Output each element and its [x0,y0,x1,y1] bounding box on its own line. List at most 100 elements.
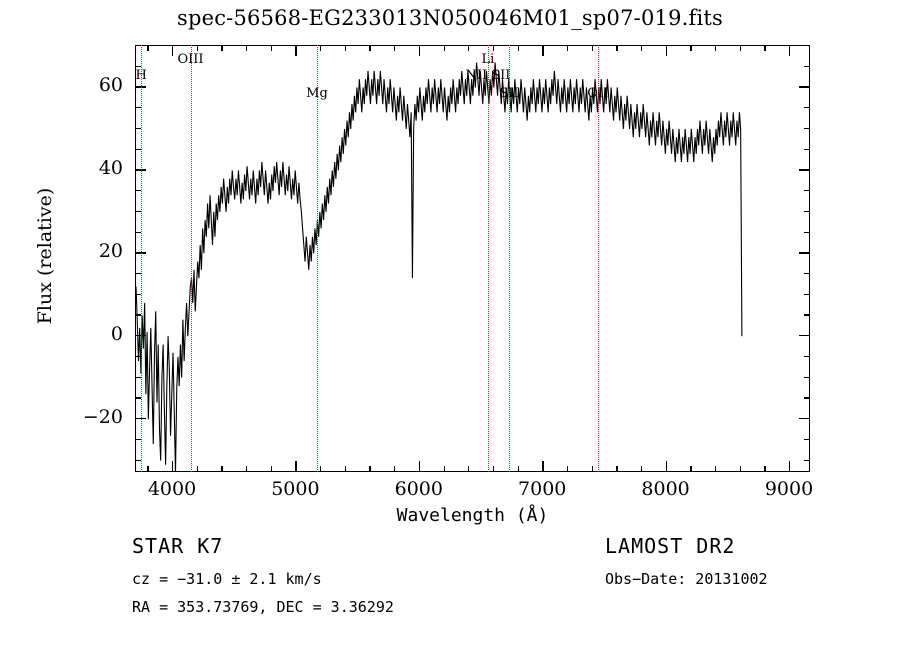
y-tick [135,314,141,316]
x-axis-title: Wavelength (Å) [396,505,549,526]
x-tick [566,466,569,472]
spectral-line-marker [190,45,193,472]
x-tick-label: 4000 [147,478,197,500]
x-tick [172,45,174,56]
redshift-velocity: cz = −31.0 ± 2.1 km/s [132,570,322,588]
x-tick [739,466,741,472]
spectral-line-marker [317,45,319,472]
footer-left: STAR K7 cz = −31.0 ± 2.1 km/s RA = 353.7… [132,534,394,626]
y-tick [804,127,810,130]
y-tick [135,65,141,68]
spectral-line-label: NII SII [465,68,511,83]
x-tick [221,45,223,51]
spectral-line-label: Li [481,52,495,67]
y-tick [804,397,810,399]
y-tick [804,231,810,233]
x-tick [616,466,618,472]
object-type: STAR K7 [132,534,224,558]
survey-name: LAMOST DR2 [605,534,736,558]
y-axis-title: Flux (relative) [34,187,56,325]
y-tick [799,86,810,88]
x-tick [443,45,445,51]
y-tick [804,190,810,192]
x-tick [517,466,519,472]
x-tick [764,45,766,51]
y-tick [804,459,810,461]
x-tick-label: 7000 [518,478,567,500]
y-tick [804,273,810,275]
y-tick [804,314,810,316]
y-tick [135,252,146,254]
y-tick [804,293,810,296]
x-tick [640,45,643,51]
y-tick [135,355,141,358]
coordinates: RA = 353.73769, DEC = 3.36292 [132,598,394,616]
x-tick-label: 5000 [271,478,320,500]
y-tick [135,273,141,275]
x-tick [640,466,643,472]
x-tick [295,45,297,56]
x-tick [246,45,248,51]
x-tick [344,466,347,472]
page-title: spec-56568-EG233013N050046M01_sp07-019.f… [176,6,724,30]
x-tick [369,45,371,51]
x-tick [147,466,149,472]
x-tick [221,466,223,472]
observation-date: Obs−Date: 20131002 [605,570,768,588]
x-tick [320,45,322,51]
plot-frame [135,45,810,472]
y-tick [135,127,141,130]
x-tick [394,466,396,472]
x-tick [542,45,544,56]
x-tick [591,45,593,51]
x-tick [542,461,544,472]
spectral-line-marker [487,45,490,472]
x-tick [418,45,421,56]
y-tick [135,335,146,337]
x-tick [270,45,273,51]
x-tick [616,45,618,51]
spectral-line-label: Mg [306,86,328,101]
x-tick [764,466,766,472]
y-tick [804,45,810,47]
y-tick [135,397,141,399]
x-tick-label: 8000 [641,478,690,500]
y-tick [804,210,810,213]
spectral-line-label: H [135,68,147,83]
x-tick [443,466,445,472]
x-tick [714,45,717,51]
y-tick [135,107,141,109]
x-tick [320,466,322,472]
x-tick [517,45,519,51]
y-tick-label: 20 [98,240,123,263]
y-tick [799,169,810,171]
spectral-line-label: OIII [177,52,204,67]
x-tick [492,45,495,51]
x-tick [147,45,149,51]
y-tick [135,190,141,192]
x-tick [789,461,791,472]
y-tick [135,376,141,378]
x-tick [789,45,791,56]
x-tick [665,45,667,56]
x-tick [739,45,741,51]
y-tick [804,148,810,150]
spectral-line-marker [141,45,143,472]
y-tick [804,355,810,358]
y-tick [135,169,146,171]
y-tick-label: −20 [82,406,123,429]
x-tick [196,466,198,472]
spectrum-line [136,62,743,471]
spectral-line-marker [508,45,511,472]
x-tick [295,461,297,472]
y-tick [135,231,141,233]
x-tick [714,466,717,472]
spectrum-clip [136,46,809,471]
y-tick [135,459,141,461]
spectrum-svg [136,62,743,471]
x-tick [690,45,692,51]
y-tick-label: 40 [98,157,123,180]
y-tick [135,438,141,441]
x-tick [172,461,174,472]
x-tick [270,466,273,472]
